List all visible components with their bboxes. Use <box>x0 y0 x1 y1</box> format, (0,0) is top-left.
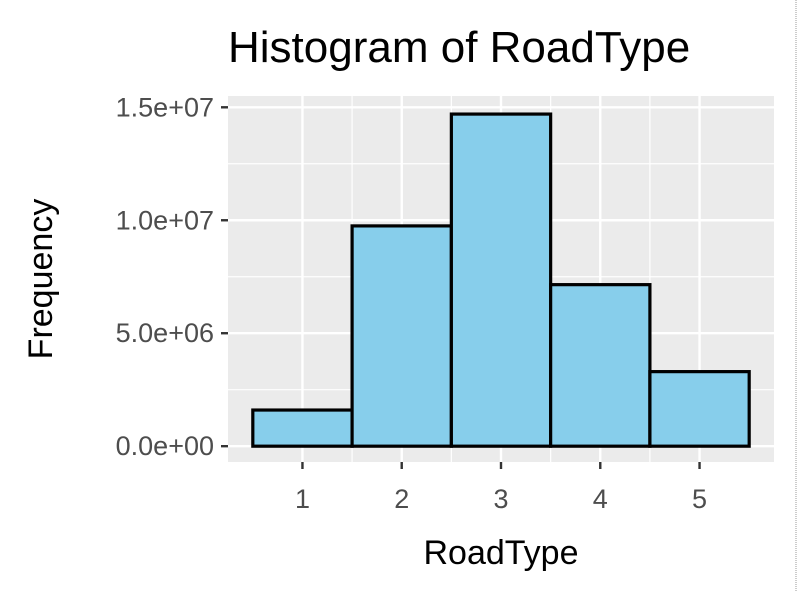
x-tick-label: 2 <box>394 484 409 514</box>
bar-1 <box>251 408 354 448</box>
y-tick-label: 0.0e+00 <box>116 431 214 461</box>
x-tick-label: 3 <box>493 484 508 514</box>
bars <box>251 112 751 448</box>
bar-3 <box>449 112 553 448</box>
y-axis-ticks: 0.0e+00 5.0e+06 1.0e+07 1.5e+07 <box>116 92 228 461</box>
y-tick-label: 1.5e+07 <box>116 92 214 122</box>
x-tick-label: 5 <box>692 484 707 514</box>
y-tick-label: 5.0e+06 <box>116 318 214 348</box>
x-axis-title: RoadType <box>424 534 579 572</box>
bar-2 <box>350 224 453 448</box>
y-axis-title: Frequency <box>22 199 60 360</box>
y-tick-label: 1.0e+07 <box>116 205 214 235</box>
x-tick-label: 1 <box>295 484 310 514</box>
bar-5 <box>648 370 751 448</box>
bar-4 <box>549 283 652 448</box>
x-axis-ticks: 1 2 3 4 5 <box>295 462 707 514</box>
chart-title: Histogram of RoadType <box>228 23 690 72</box>
x-tick-label: 4 <box>593 484 608 514</box>
